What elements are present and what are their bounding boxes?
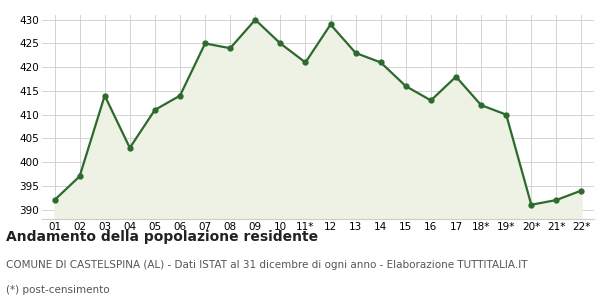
Text: Andamento della popolazione residente: Andamento della popolazione residente [6, 230, 318, 244]
Text: (*) post-censimento: (*) post-censimento [6, 285, 110, 295]
Text: COMUNE DI CASTELSPINA (AL) - Dati ISTAT al 31 dicembre di ogni anno - Elaborazio: COMUNE DI CASTELSPINA (AL) - Dati ISTAT … [6, 260, 527, 269]
